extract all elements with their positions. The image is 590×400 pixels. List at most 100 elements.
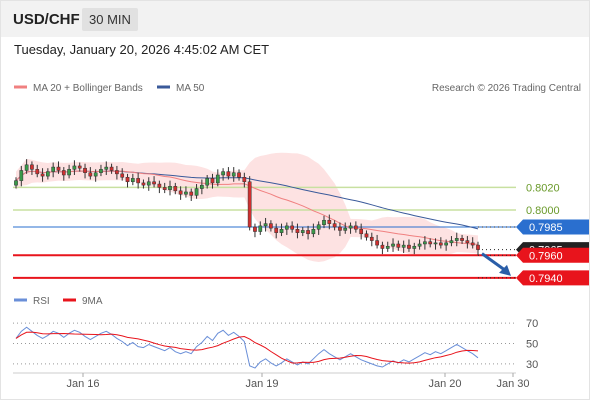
candle	[454, 232, 459, 247]
candle	[369, 232, 374, 247]
candle	[407, 239, 411, 252]
candle	[51, 162, 56, 178]
level-label-resistance: 0.8020	[526, 182, 560, 194]
candle	[364, 230, 369, 241]
legend-ma20-label: MA 20 + Bollinger Bands	[33, 83, 143, 94]
chart-header: USD/CHF 30 MIN	[1, 1, 589, 37]
candle	[210, 173, 215, 189]
candle	[130, 173, 135, 186]
candle	[14, 177, 18, 189]
candle	[200, 179, 204, 195]
candle	[178, 186, 183, 200]
candle	[322, 215, 326, 229]
candle	[141, 179, 146, 189]
candle	[157, 180, 162, 194]
level-badge-pivot: 0.7985	[516, 219, 589, 235]
candle	[109, 163, 114, 174]
candle	[401, 240, 406, 254]
rsi-tick-label: 30	[526, 359, 538, 371]
candle	[205, 174, 210, 189]
level-label-support: 0.7960	[529, 250, 563, 262]
level-badge-support: 0.7940	[516, 270, 589, 286]
candle	[30, 161, 34, 175]
candle	[476, 241, 480, 256]
candle	[152, 176, 156, 188]
candle	[295, 223, 300, 239]
candle	[263, 217, 268, 232]
candle	[35, 164, 40, 178]
candle	[120, 168, 125, 181]
candle	[237, 169, 241, 181]
x-tick-label: Jan 20	[428, 378, 461, 390]
candle	[125, 173, 130, 188]
candle	[72, 160, 77, 175]
rsi-tick-label: 50	[526, 339, 538, 351]
candle	[83, 163, 87, 179]
candle	[274, 223, 279, 239]
candle	[423, 236, 427, 250]
candle	[327, 214, 332, 230]
interval-badge[interactable]: 30 MIN	[82, 8, 138, 31]
moving-averages	[15, 170, 479, 245]
candle	[88, 167, 93, 180]
rsi-line	[15, 326, 479, 369]
candle	[189, 188, 194, 201]
candle	[338, 222, 342, 237]
candle	[449, 236, 454, 247]
candlesticks	[14, 159, 480, 256]
candle	[269, 220, 273, 232]
candle	[300, 227, 305, 237]
legend-rsi-ma-label: 9MA	[82, 296, 103, 307]
candle	[306, 225, 310, 240]
rsi-panel: 70 50 30	[13, 318, 538, 371]
candle	[162, 182, 167, 194]
candle	[115, 165, 119, 180]
candle	[56, 161, 61, 174]
candle	[99, 164, 103, 177]
chart-datetime: Tuesday, January 20, 2026 4:45:02 AM CET	[14, 42, 270, 57]
candle	[93, 169, 98, 182]
candle	[359, 223, 364, 240]
candle	[279, 223, 284, 237]
candle	[40, 168, 45, 182]
candle	[354, 221, 358, 233]
x-tick-label: Jan 16	[66, 378, 99, 390]
level-label-resistance: 0.8000	[526, 205, 560, 217]
level-label-support: 0.7940	[529, 273, 563, 285]
rsi-tick-label: 70	[526, 318, 538, 330]
candle	[417, 239, 422, 250]
candle	[316, 221, 321, 235]
candle	[465, 236, 470, 249]
candle	[290, 221, 294, 233]
candle	[226, 167, 231, 180]
price-levels	[13, 186, 516, 279]
candle	[375, 234, 379, 249]
legend-ma50-label: MA 50	[176, 83, 205, 94]
candle	[343, 222, 348, 234]
candle	[348, 222, 353, 234]
candle	[396, 240, 401, 251]
x-tick-label: Jan 30	[496, 378, 529, 390]
forecast-arrow-icon	[481, 252, 511, 276]
candle	[46, 168, 50, 180]
symbol-title: USD/CHF	[13, 11, 80, 28]
candle	[460, 234, 464, 244]
candle	[311, 223, 316, 238]
candle	[258, 221, 263, 235]
x-tick-label: Jan 19	[245, 378, 278, 390]
candle	[184, 186, 188, 198]
candle	[136, 172, 140, 189]
candle	[173, 182, 178, 195]
candle	[470, 237, 475, 249]
candle	[242, 172, 247, 188]
candle	[77, 162, 82, 172]
candle	[385, 241, 390, 252]
candle	[61, 167, 66, 181]
candle	[253, 223, 257, 238]
candle	[428, 238, 433, 248]
candle	[433, 238, 438, 250]
candle	[380, 241, 385, 255]
